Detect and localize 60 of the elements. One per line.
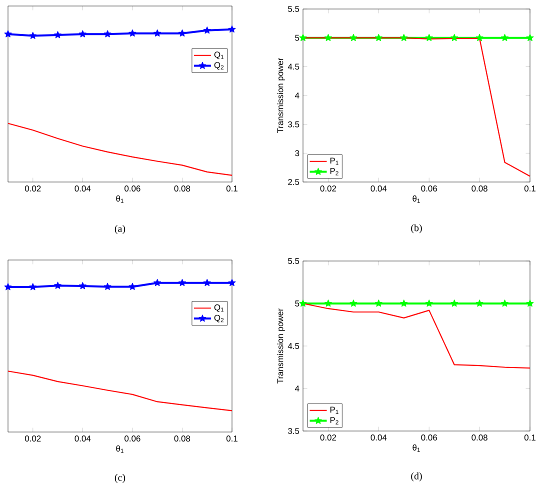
y-tick-label: 3.5 [288, 121, 300, 128]
point [29, 32, 37, 39]
point [128, 29, 136, 37]
x-tick-label: 0.08 [472, 434, 488, 441]
x-tick-label: 0.04 [74, 436, 91, 442]
text: (c) [114, 474, 126, 483]
y-tick-label: 5.5 [288, 258, 300, 264]
y-tick-label: 3 [295, 150, 300, 156]
legend-label: P$_{2}$ [330, 417, 338, 424]
y-tick-label: 5.5 [288, 6, 300, 12]
y-axis-title: Transmission power [276, 308, 285, 384]
x-tick-label: 0.1 [226, 436, 238, 442]
x-tick-label: 0.02 [24, 436, 41, 442]
text: (b) [411, 224, 422, 234]
point [54, 31, 62, 38]
x-tick-label: 0.02 [24, 186, 41, 192]
y-axis-title: Transmission power [276, 58, 285, 134]
x-tick-label: 0.06 [124, 436, 140, 442]
legend-label: Q$_{2}$ [214, 314, 224, 322]
y-tick-label: 4 [294, 92, 300, 98]
x-tick-label: 0.06 [421, 186, 437, 192]
x-tick-label: 0.08 [174, 436, 190, 442]
point [78, 30, 86, 38]
point [104, 30, 112, 38]
x-tick-label: 0.02 [320, 434, 336, 441]
y-tick-label: 2.5 [288, 179, 300, 185]
x-tick-label: 0.04 [74, 186, 91, 192]
y-tick-label: 3.5 [288, 428, 300, 434]
x-tick-label: 0.1 [226, 186, 238, 192]
y-tick-label: 4 [294, 386, 300, 392]
text: (a) [114, 225, 126, 234]
y-tick-label: 4.5 [288, 343, 300, 349]
legend-label: P$_{2}$ [330, 168, 338, 176]
legend-label: Q$_{1}$ [214, 304, 224, 312]
x-axis-title: θ$_{1}$ [412, 444, 420, 452]
point [4, 30, 12, 38]
x-tick-label: 0.04 [370, 434, 387, 441]
x-axis-title: θ$_{1}$ [412, 195, 420, 203]
x-tick-label: 0.06 [421, 434, 437, 441]
x-tick-label: 0.1 [524, 186, 536, 192]
x-tick-label: 0.04 [370, 186, 387, 192]
x-tick-label: 0.02 [320, 186, 336, 192]
legend-label: P$_{1}$ [330, 158, 338, 165]
point [178, 29, 186, 37]
y-tick-label: 5 [295, 300, 300, 306]
legend-label: P$_{1}$ [330, 406, 338, 414]
legend-label: Q$_{1}$ [214, 52, 224, 60]
y-tick-label: 4.5 [288, 64, 300, 70]
point [203, 26, 211, 34]
x-tick-label: 0.08 [472, 186, 488, 192]
x-tick-label: 0.1 [524, 434, 536, 441]
point [228, 25, 236, 33]
x-tick-label: 0.06 [124, 186, 140, 192]
legend-label: Q$_{2}$ [214, 62, 224, 70]
y-tick-label: 5 [295, 34, 300, 41]
point [154, 29, 162, 37]
x-axis-title: θ$_{1}$ [116, 195, 124, 203]
x-tick-label: 0.08 [174, 186, 190, 192]
x-axis-title: θ$_{1}$ [116, 445, 124, 453]
text: (d) [411, 472, 422, 482]
